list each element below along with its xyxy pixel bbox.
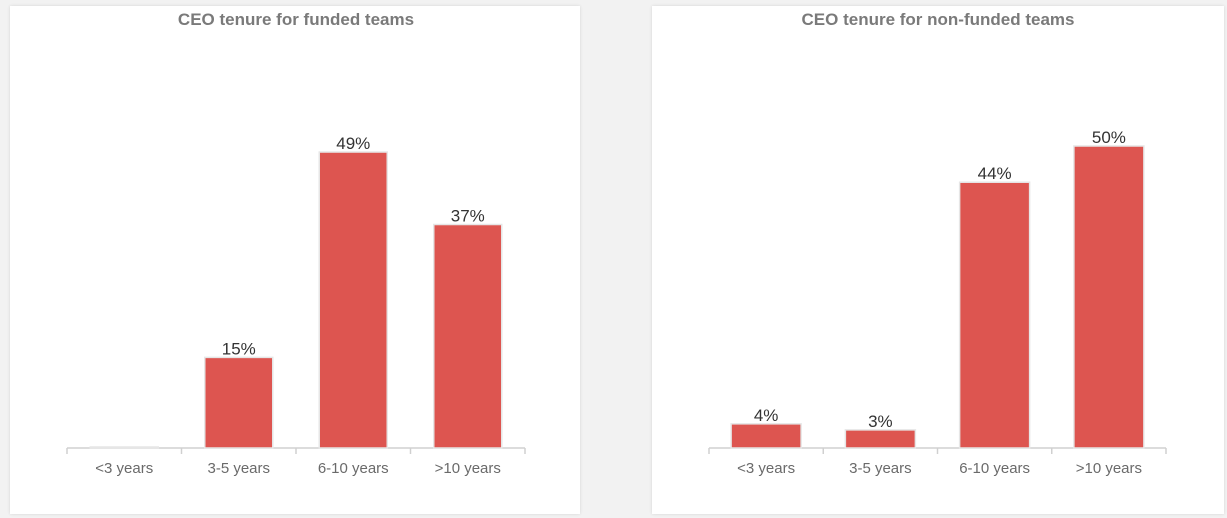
x-tick-label: 3-5 years — [849, 460, 912, 477]
bar-3 — [318, 151, 388, 449]
chart-svg-non-funded: CEO tenure for non-funded teams 4% <3 yea… — [708, 10, 1167, 477]
chart-title: CEO tenure for non-funded teams — [802, 10, 1075, 29]
data-label: 44% — [978, 164, 1012, 183]
chart-title: CEO tenure for funded teams — [178, 10, 414, 29]
data-label: 4% — [754, 406, 779, 425]
x-tick-label: <3 years — [737, 460, 795, 477]
bar-2 — [844, 429, 917, 449]
x-tick-label: 6-10 years — [959, 460, 1030, 477]
x-tick-label: <3 years — [95, 460, 153, 477]
data-label: 3% — [868, 412, 893, 431]
bar-3 — [958, 181, 1031, 449]
chart-panel-funded: CEO tenure for funded teams <3 years 15% 3… — [10, 6, 580, 514]
chart-svg-funded: CEO tenure for funded teams <3 years 15% 3… — [66, 10, 526, 477]
data-label: 37% — [451, 207, 485, 226]
bar-4 — [433, 223, 503, 449]
bar-1 — [89, 446, 159, 449]
data-label: 50% — [1092, 128, 1126, 147]
bar-2 — [204, 356, 274, 449]
x-tick-label: >10 years — [435, 460, 501, 477]
chart-panel-non-funded: CEO tenure for non-funded teams 4% <3 yea… — [652, 6, 1224, 514]
data-label: 15% — [222, 339, 256, 358]
bar-1 — [730, 423, 802, 449]
data-label: 49% — [336, 134, 370, 153]
bar-4 — [1073, 145, 1145, 449]
x-tick-label: 3-5 years — [207, 460, 270, 477]
x-tick-label: >10 years — [1076, 460, 1142, 477]
x-tick-label: 6-10 years — [318, 460, 389, 477]
